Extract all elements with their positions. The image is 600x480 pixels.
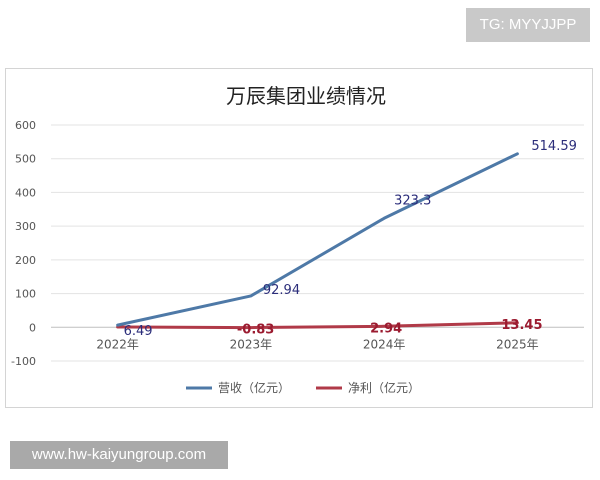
y-tick-label: 300 [15, 220, 36, 233]
y-tick-label: -100 [11, 355, 36, 368]
telegram-watermark: TG: MYYJJPP [466, 8, 590, 42]
y-tick-label: 100 [15, 288, 36, 301]
net-profit-series-line [116, 321, 519, 330]
chart-title: 万辰集团业绩情况 [226, 84, 386, 108]
revenue-data-label: 514.59 [531, 139, 577, 154]
revenue-data-label: 323.3 [394, 193, 431, 208]
revenue-legend-label: 营收（亿元） [218, 380, 290, 395]
net-profit-data-label: 2.94 [370, 321, 402, 336]
x-tick-label: 2022年 [96, 337, 139, 351]
revenue-data-label: 6.49 [124, 324, 153, 339]
x-tick-label: 2023年 [230, 337, 273, 351]
chart-frame: 万辰集团业绩情况 -100 0 100 200 300 400 500 600 2022年 202… [5, 68, 593, 408]
y-tick-label: 0 [29, 321, 36, 334]
website-watermark: www.hw-kaiyungroup.com [10, 441, 228, 469]
y-tick-label: 400 [15, 186, 36, 199]
net-profit-legend-label: 净利（亿元） [348, 380, 420, 395]
x-tick-label: 2024年 [363, 337, 406, 351]
x-tick-label: 2025年 [496, 337, 539, 351]
revenue-series-line [116, 152, 519, 327]
performance-line-chart: 万辰集团业绩情况 -100 0 100 200 300 400 500 600 2022年 202… [11, 84, 584, 395]
y-tick-label: 600 [15, 119, 36, 132]
net-profit-data-label: 13.45 [501, 318, 542, 333]
y-tick-label: 500 [15, 153, 36, 166]
net-profit-data-label: -0.83 [237, 323, 274, 338]
revenue-data-label: 92.94 [263, 283, 300, 298]
y-tick-label: 200 [15, 254, 36, 267]
